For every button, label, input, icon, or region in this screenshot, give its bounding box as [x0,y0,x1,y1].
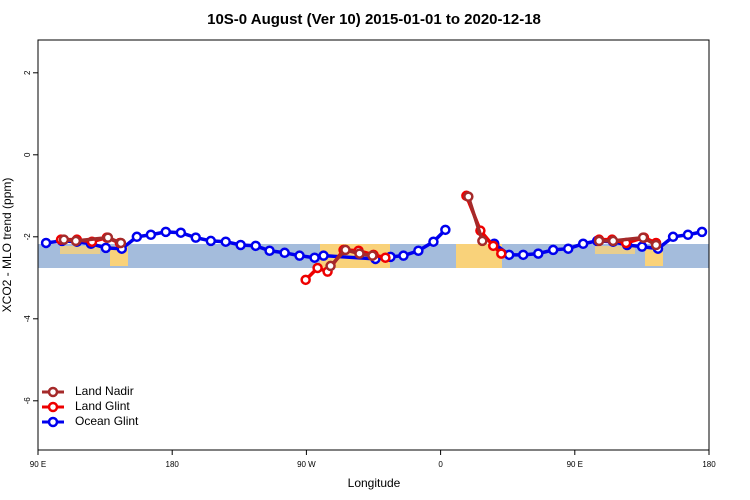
plot-frame [37,39,710,451]
point [131,231,143,243]
x-tick-label: 90 E [567,460,583,469]
point [496,248,507,259]
point [607,235,619,247]
point [250,240,261,252]
x-tick-label: 0 [438,460,443,469]
x-tick-label: 90 W [297,460,316,469]
point [40,237,52,249]
land-patch [60,246,100,254]
point [279,247,290,259]
point [235,239,246,251]
point [650,239,662,251]
x-tick-label: 180 [166,460,180,469]
point [300,274,311,286]
point [312,262,323,274]
point [340,244,351,256]
point [593,235,605,247]
point [175,227,187,238]
point [354,248,365,259]
point [547,244,559,256]
point [205,235,217,247]
y-tick-label: 2 [23,70,32,75]
point [318,250,329,261]
point [667,231,679,243]
point [440,224,451,236]
land-patch [595,246,635,254]
point [636,241,648,252]
point [696,226,708,238]
x-axis-label: Longitude [348,476,401,490]
point [115,237,127,249]
point [145,229,157,240]
point [58,234,70,245]
point [533,248,544,259]
point [264,245,275,256]
point [380,252,391,263]
point [637,232,649,243]
legend-marker [47,416,59,428]
y-tick-label: -2 [23,233,32,241]
legend-label: Land Nadir [75,384,134,398]
legend-marker [47,386,59,398]
point [325,260,336,272]
point [100,242,112,254]
legend-marker [47,401,59,413]
y-axis-label: XCO2 - MLO trend (ppm) [0,178,14,313]
point [309,252,320,263]
legend-label: Land Glint [75,399,130,413]
point [477,235,488,247]
point [220,236,231,247]
x-tick-label: 180 [702,460,716,469]
point [398,250,409,261]
y-tick-label: -6 [23,397,32,405]
y-tick-label: -4 [23,315,32,323]
y-tick-label: 0 [23,152,32,157]
point [102,232,114,243]
point [428,236,439,247]
point [463,191,474,202]
point [517,249,529,261]
point [190,232,202,243]
legend-label: Ocean Glint [75,414,139,428]
x-tick-label: 90 E [30,460,46,469]
point [487,240,499,252]
series-line [63,196,657,268]
point [70,235,82,247]
point [562,243,574,254]
map-strip [38,244,709,268]
point [577,238,589,250]
point [682,229,694,240]
point [294,250,305,261]
point [413,245,424,256]
chart-title: 10S-0 August (Ver 10) 2015-01-01 to 2020… [207,11,541,28]
point [367,250,378,261]
point [160,226,172,238]
